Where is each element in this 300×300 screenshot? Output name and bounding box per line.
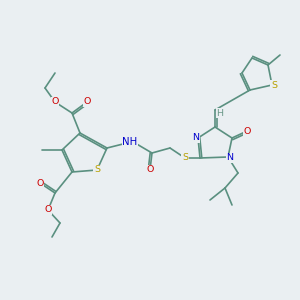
Text: O: O bbox=[243, 128, 251, 136]
Text: O: O bbox=[36, 178, 44, 188]
Text: O: O bbox=[51, 98, 59, 106]
Text: S: S bbox=[271, 80, 277, 89]
Text: O: O bbox=[83, 98, 91, 106]
Text: S: S bbox=[182, 154, 188, 163]
Text: NH: NH bbox=[122, 137, 138, 147]
Text: O: O bbox=[146, 166, 154, 175]
Text: N: N bbox=[193, 134, 200, 142]
Text: N: N bbox=[226, 154, 233, 163]
Text: O: O bbox=[44, 206, 52, 214]
Text: S: S bbox=[94, 166, 100, 175]
Text: H: H bbox=[217, 109, 224, 118]
